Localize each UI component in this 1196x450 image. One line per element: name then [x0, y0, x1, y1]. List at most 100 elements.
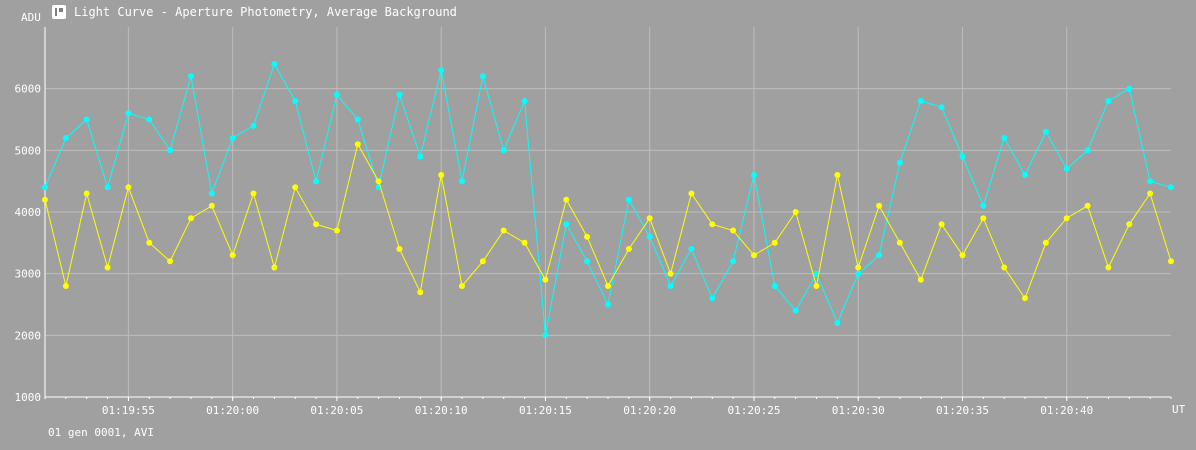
light-curve-app-icon[interactable] [52, 5, 66, 19]
series-1-point [271, 61, 278, 67]
series-2-point [813, 283, 820, 289]
series-2-point [1147, 190, 1154, 197]
series-1-point [813, 270, 820, 277]
series-1-point [605, 301, 611, 308]
series-1-point [313, 178, 320, 185]
series-1-point [646, 233, 653, 240]
series-1-point [292, 98, 299, 104]
x-axis-label: UT [1172, 403, 1186, 416]
series-1-point [354, 116, 361, 123]
series-1-point [876, 252, 883, 259]
y-tick-label: 2000 [15, 329, 42, 342]
series-1-point [479, 73, 486, 80]
series-1-point [938, 104, 945, 111]
series-2-point [125, 184, 132, 191]
series-2-point [1063, 215, 1070, 222]
series-1-point [542, 332, 549, 339]
series-1-point [563, 221, 570, 228]
series-1-point [500, 147, 507, 154]
series-1-point [917, 98, 924, 104]
x-tick-label: 01:20:15 [519, 404, 572, 417]
series-2-point [479, 258, 486, 265]
series-1-point [459, 178, 465, 185]
series-2-point [1042, 239, 1049, 246]
footer-date-source: 01 gen 0001, AVI [48, 426, 154, 439]
series-2-point [313, 221, 320, 228]
series-2-point [1084, 202, 1091, 209]
series-1-point [417, 153, 424, 160]
y-tick-label: 5000 [15, 144, 42, 157]
series-2-point [688, 190, 695, 197]
x-tick-label: 01:20:05 [310, 404, 363, 417]
series-2-point [938, 221, 945, 228]
series-2-point [167, 258, 174, 265]
series-2-point [646, 215, 653, 222]
series-1-point [1022, 172, 1028, 178]
series-1-point [896, 159, 903, 166]
x-tick-label: 01:19:55 [102, 404, 155, 417]
series-1-point [438, 67, 445, 74]
series-1-point [208, 190, 215, 197]
series-1-point [771, 283, 778, 289]
series-2-point [292, 184, 299, 191]
series-2-point [354, 141, 361, 148]
series-2-point [959, 252, 966, 259]
x-tick-label: 01:20:30 [832, 404, 885, 417]
series-1-point [229, 135, 236, 141]
tick-labels: 1000 2000 3000 4000 5000 6000 01:19:55 01:20:00… [15, 83, 1094, 417]
x-tick-label: 01:20:40 [1040, 404, 1093, 417]
series-1-point [1063, 165, 1070, 172]
series-1-point [1001, 135, 1008, 141]
series-2-point [459, 283, 465, 289]
series-2-point [1001, 264, 1008, 271]
series-2-point [667, 270, 674, 277]
series-2-point [375, 178, 382, 185]
series-2-point [83, 190, 90, 197]
series-2-point [730, 227, 737, 234]
series-2-point [709, 221, 716, 228]
series-2-point [771, 239, 778, 246]
window-title: Light Curve - Aperture Photometry, Avera… [74, 5, 457, 19]
window-titlebar: Light Curve - Aperture Photometry, Avera… [52, 4, 457, 20]
series-1-point [188, 73, 194, 80]
y-tick-label: 3000 [15, 268, 42, 281]
x-tick-label: 01:20:20 [623, 404, 676, 417]
y-tick-label: 6000 [15, 83, 42, 96]
series-1-point [1147, 178, 1154, 185]
series-1-point [104, 184, 111, 191]
series-2-point [500, 227, 507, 234]
series-2-point [792, 209, 799, 215]
x-tick-label: 01:20:10 [415, 404, 468, 417]
series-1-point [855, 270, 862, 277]
series-1-point [125, 110, 132, 117]
series-1-point [1042, 128, 1049, 135]
series-1-point [1084, 147, 1091, 154]
series-1-point [62, 135, 69, 141]
series-2-line [44, 142, 1172, 300]
axes [44, 27, 1172, 401]
grid-lines [45, 27, 1171, 398]
series-1-point [83, 116, 90, 123]
series-1-point [1168, 184, 1174, 191]
series-1-point [751, 172, 757, 178]
series-1-point [688, 246, 695, 252]
y-axis-label: ADU [21, 11, 41, 24]
series-2-point [417, 289, 424, 296]
series-2-point [563, 196, 570, 203]
series-2-point [584, 233, 591, 240]
series-2 [42, 141, 1174, 302]
series-1-point [333, 91, 340, 98]
x-tick-label: 01:20:25 [727, 404, 780, 417]
series-2-point [42, 196, 48, 203]
series-2-point [1126, 221, 1133, 228]
series-2-point [1022, 295, 1028, 302]
series-1-line [44, 62, 1172, 336]
series-2-point [271, 264, 278, 271]
series-1-point [396, 91, 403, 98]
series-2-point [104, 264, 111, 271]
series-layer [42, 61, 1174, 339]
series-2-point [625, 246, 632, 252]
series-1-point [834, 320, 841, 326]
series-2-point [62, 283, 69, 289]
